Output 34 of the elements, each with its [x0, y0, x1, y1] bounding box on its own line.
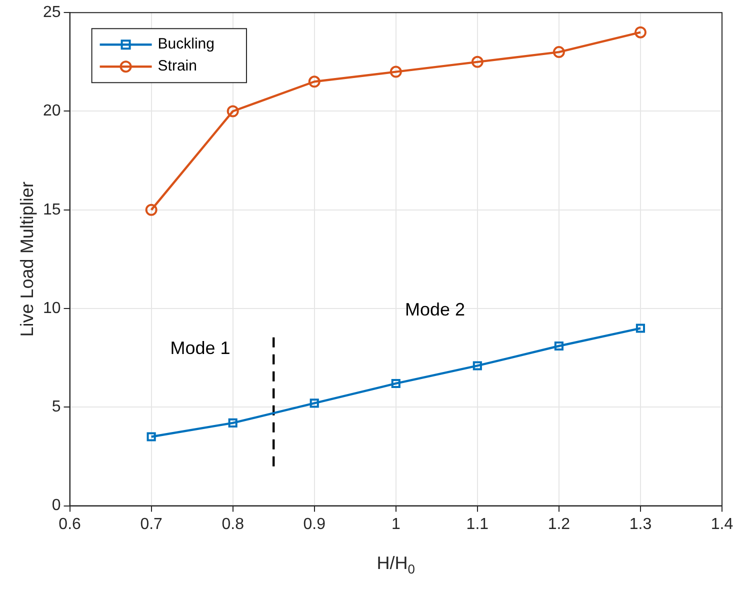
point: [471, 56, 484, 68]
x-tick-label: 1.1: [466, 516, 489, 533]
x-tick-label: 0.6: [58, 516, 82, 533]
x-tick-label: 1: [391, 516, 400, 533]
x-tick-label: 0.7: [140, 516, 163, 533]
point: [310, 398, 319, 408]
point: [308, 76, 320, 88]
point: [636, 324, 646, 333]
point: [390, 66, 402, 78]
point: [634, 26, 646, 38]
point: [228, 418, 238, 428]
point: [472, 361, 482, 370]
point: [554, 341, 564, 351]
x-tick-label: 1.3: [629, 516, 652, 533]
y-tick-label: 20: [43, 102, 61, 120]
y-axis-title: Live Load Multiplier: [16, 182, 37, 337]
y-tick-label: 5: [52, 398, 61, 416]
y-tick-label: 10: [43, 300, 61, 317]
legend-label: Strain: [158, 58, 197, 75]
point: [226, 105, 239, 118]
legend-label: Buckling: [158, 36, 214, 53]
x-tick-label: 1.2: [548, 516, 570, 533]
x-tick-label: 1.4: [710, 516, 734, 533]
y-tick-label: 25: [43, 4, 61, 22]
y-tick-label: 0: [52, 497, 61, 514]
point: [552, 46, 565, 58]
annotation: Mode 2: [405, 299, 466, 320]
point: [391, 378, 400, 388]
point: [146, 432, 156, 442]
y-tick-label: 15: [43, 201, 61, 218]
x-tick-label: 0.9: [303, 516, 326, 533]
point: [145, 204, 158, 216]
x-tick-label: 0.8: [222, 516, 244, 533]
annotation: Mode 1: [170, 338, 230, 358]
